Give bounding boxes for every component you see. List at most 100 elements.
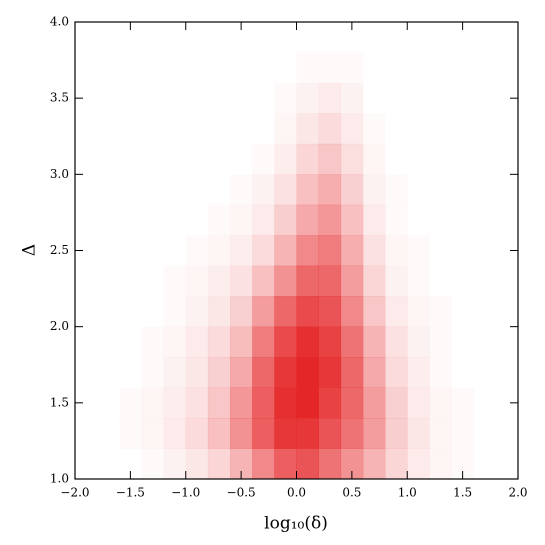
- heat-cell: [119, 83, 141, 114]
- heat-cell: [119, 327, 141, 358]
- heat-cell: [340, 265, 364, 297]
- heat-cell: [163, 387, 187, 419]
- heat-cell: [141, 357, 163, 388]
- heat-cell: [141, 52, 163, 83]
- heat-cell: [452, 235, 474, 266]
- heat-cell: [429, 357, 451, 388]
- heat-cell: [474, 449, 496, 480]
- y-tick-label: 2.5: [50, 243, 69, 257]
- heat-cell: [75, 327, 97, 358]
- heat-cell: [164, 22, 186, 53]
- x-tick-label: 0.5: [342, 486, 361, 500]
- heat-cell: [186, 22, 208, 53]
- heat-cell: [230, 113, 252, 144]
- heat-cell: [452, 388, 474, 419]
- heat-cell: [252, 265, 275, 297]
- heat-cell: [429, 266, 451, 297]
- heat-cell: [296, 82, 319, 114]
- heat-cell: [164, 113, 186, 144]
- heat-cell: [362, 326, 386, 358]
- heat-cell: [186, 205, 208, 236]
- heat-cell: [363, 52, 385, 83]
- heat-cell: [474, 418, 496, 449]
- heat-cell: [274, 296, 297, 327]
- heat-cell: [97, 144, 119, 175]
- heat-cell: [185, 326, 209, 358]
- heat-cell: [252, 52, 274, 83]
- heat-cell: [362, 265, 386, 297]
- heat-cell: [186, 174, 208, 205]
- heat-cell: [230, 387, 253, 419]
- heat-cell: [141, 387, 164, 419]
- heat-cell: [385, 174, 407, 205]
- heat-cell: [119, 418, 141, 449]
- heat-cell: [252, 144, 274, 175]
- heat-cell: [164, 205, 186, 236]
- heat-cell: [186, 144, 208, 175]
- heat-cell: [296, 235, 319, 267]
- heat-cell: [207, 296, 231, 327]
- heat-cell: [452, 357, 474, 388]
- heat-cell: [296, 174, 319, 206]
- heat-cell: [362, 174, 386, 206]
- heat-cell: [296, 113, 319, 145]
- heat-cell: [186, 113, 208, 144]
- heat-cell: [318, 82, 342, 114]
- heat-cell: [385, 387, 408, 419]
- heat-cell: [274, 52, 296, 83]
- heat-cell: [185, 387, 209, 419]
- heat-cell: [429, 52, 451, 83]
- heat-cell: [274, 357, 297, 388]
- heat-cell: [452, 174, 474, 205]
- heat-cell: [97, 52, 119, 83]
- heat-cell: [230, 204, 253, 236]
- y-tick-label: 1.5: [50, 395, 69, 409]
- heat-cell: [496, 52, 518, 83]
- heat-cell: [363, 113, 385, 144]
- heat-cell: [429, 448, 452, 480]
- heat-cell: [385, 265, 408, 297]
- heat-cell: [230, 52, 252, 83]
- heat-cell: [97, 83, 119, 114]
- heat-cell: [274, 174, 297, 206]
- heat-cell: [97, 235, 119, 266]
- heat-cell: [207, 387, 231, 419]
- heat-cell: [141, 83, 163, 114]
- heat-cell: [97, 327, 119, 358]
- heat-cell: [407, 296, 430, 327]
- heat-cell: [296, 448, 319, 480]
- heat-cell: [407, 235, 429, 266]
- heat-cell: [164, 52, 186, 83]
- heat-cell: [296, 357, 319, 388]
- heat-cell: [208, 174, 230, 205]
- heat-cell: [185, 357, 209, 388]
- x-tick-label: −2.0: [60, 486, 89, 500]
- y-tick-label: 2.0: [50, 319, 69, 333]
- heat-cell: [452, 113, 474, 144]
- heat-cell: [164, 83, 186, 114]
- heat-cell: [75, 205, 97, 236]
- heat-cell: [385, 52, 407, 83]
- heat-cell: [474, 266, 496, 297]
- heat-cell: [207, 357, 231, 388]
- heat-cell: [230, 357, 253, 388]
- heat-cell: [208, 144, 230, 175]
- heat-cell: [452, 52, 474, 83]
- y-axis-label: Δ: [20, 244, 40, 256]
- heat-cell: [407, 113, 429, 144]
- heat-cell: [496, 449, 518, 480]
- heat-cell: [164, 174, 186, 205]
- heat-cell: [318, 265, 342, 297]
- heat-cell: [186, 235, 208, 266]
- heat-cell: [297, 52, 319, 83]
- heat-cell: [252, 448, 275, 480]
- heat-cell: [207, 448, 231, 480]
- heat-cell: [452, 144, 474, 175]
- x-tick-label: −0.5: [227, 486, 256, 500]
- heat-cell: [163, 448, 187, 480]
- y-tick-label: 1.0: [50, 472, 69, 486]
- heat-cell: [340, 113, 364, 145]
- heat-cell: [97, 296, 119, 327]
- heat-cell: [496, 205, 518, 236]
